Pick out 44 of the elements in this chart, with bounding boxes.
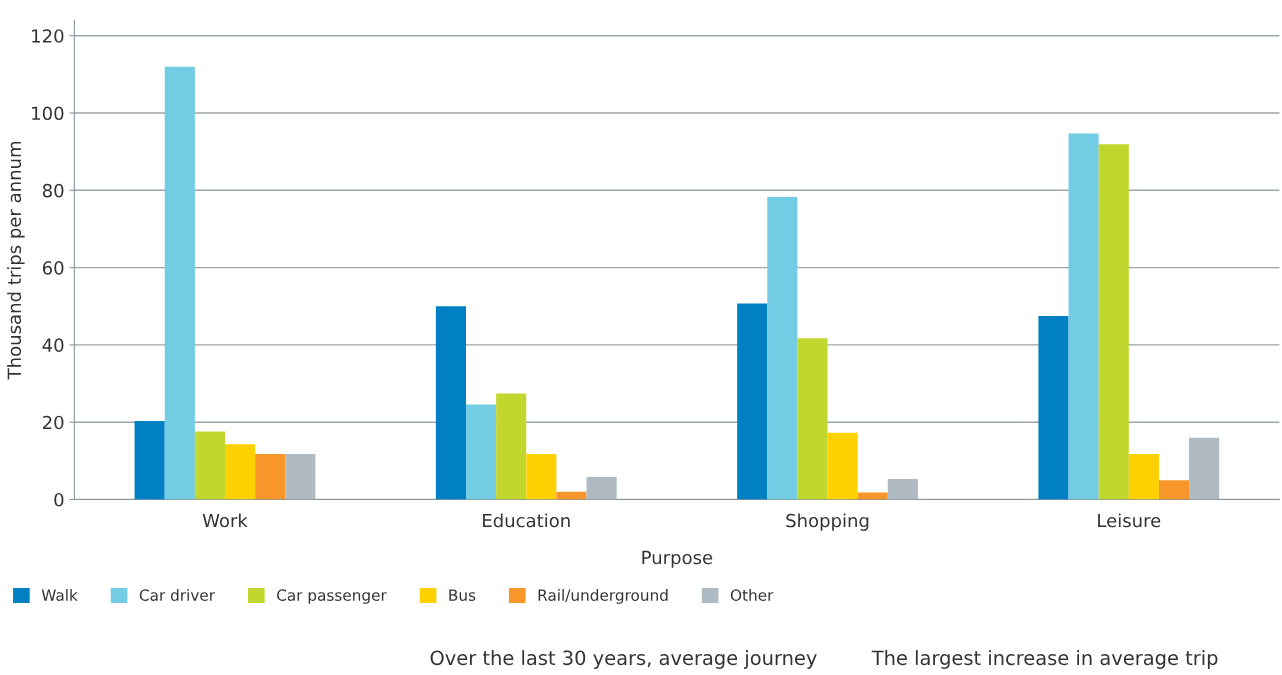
bar <box>435 306 467 500</box>
bar <box>767 196 798 500</box>
bar <box>737 303 768 500</box>
bar <box>887 479 918 500</box>
y-tick-label: 100 <box>32 106 64 121</box>
text: The largest increase in average trip <box>871 650 1218 669</box>
legend-label: Car passenger <box>277 589 387 604</box>
bar <box>496 393 527 500</box>
bar <box>1098 144 1129 500</box>
bar <box>134 421 165 500</box>
text: Over the last 30 years, average journey <box>430 650 817 669</box>
y-tick-label: 20 <box>42 415 64 430</box>
bar <box>1189 437 1220 500</box>
bar <box>194 431 225 500</box>
bar <box>1068 133 1099 500</box>
bar <box>1158 480 1190 500</box>
legend-label: Bus <box>449 589 476 601</box>
bar <box>1128 453 1159 500</box>
x-tick-label: Shopping <box>786 513 869 531</box>
y-tick-label: 60 <box>42 261 64 275</box>
bar <box>1038 315 1069 500</box>
legend-label: Other <box>730 589 774 601</box>
bar <box>466 404 497 500</box>
bar <box>827 432 858 500</box>
x-tick-label: Work <box>202 513 248 528</box>
y-tick-label: 80 <box>42 183 64 198</box>
x-tick-label: Education <box>483 513 570 528</box>
legend-label: Car driver <box>139 589 216 601</box>
bar <box>255 453 286 500</box>
bar <box>556 491 587 500</box>
legend-label: Walk <box>41 589 78 601</box>
bar <box>164 66 195 500</box>
y-tick-label: 40 <box>42 338 64 353</box>
y-axis-title: Thousand trips per annum <box>7 141 25 380</box>
y-tick-label: 120 <box>32 29 64 43</box>
y-tick-label: 0 <box>54 492 64 507</box>
bar <box>224 444 256 500</box>
legend-label: Rail/underground <box>538 589 668 604</box>
bar <box>285 453 316 500</box>
bar <box>526 453 557 500</box>
x-axis-title: Purpose <box>642 550 713 568</box>
bar <box>797 338 828 500</box>
x-tick-label: Leisure <box>1098 513 1161 528</box>
bar <box>586 477 617 500</box>
